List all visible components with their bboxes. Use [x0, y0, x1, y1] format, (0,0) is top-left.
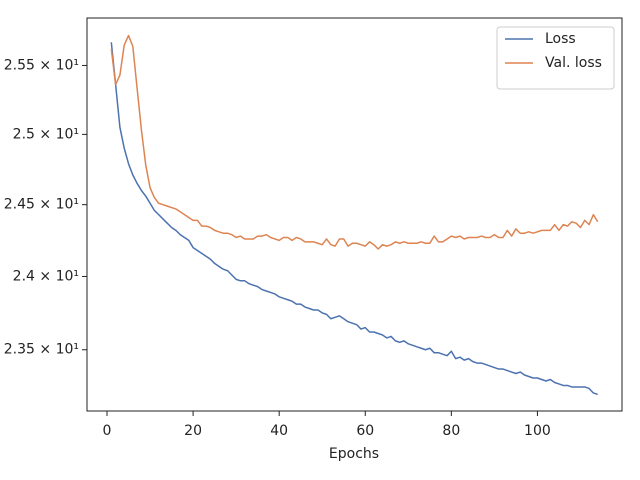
x-tick-label: 20 [184, 423, 202, 439]
line [110, 34, 599, 250]
y-tick-label: 2.55 × 10¹ [4, 57, 79, 73]
legend-box [496, 26, 615, 90]
legend-label: Loss [545, 31, 576, 47]
y-tick-label: 2.4 × 10¹ [13, 268, 79, 284]
x-tick-label: 80 [442, 423, 460, 439]
x-tick-label: 0 [103, 423, 112, 439]
plot-frame [86, 17, 623, 412]
x-tick-label: 40 [270, 423, 288, 439]
x-tick-label: 100 [524, 423, 551, 439]
y-tick-label: 2.35 × 10¹ [4, 342, 79, 358]
y-tick-label: 2.45 × 10¹ [4, 197, 79, 213]
line [110, 42, 598, 396]
legend-label: Val. loss [545, 55, 602, 71]
x-tick-label: 60 [356, 423, 374, 439]
y-tick-label: 2.5 × 10¹ [13, 126, 79, 142]
x-axis-label: Epochs [329, 446, 379, 462]
